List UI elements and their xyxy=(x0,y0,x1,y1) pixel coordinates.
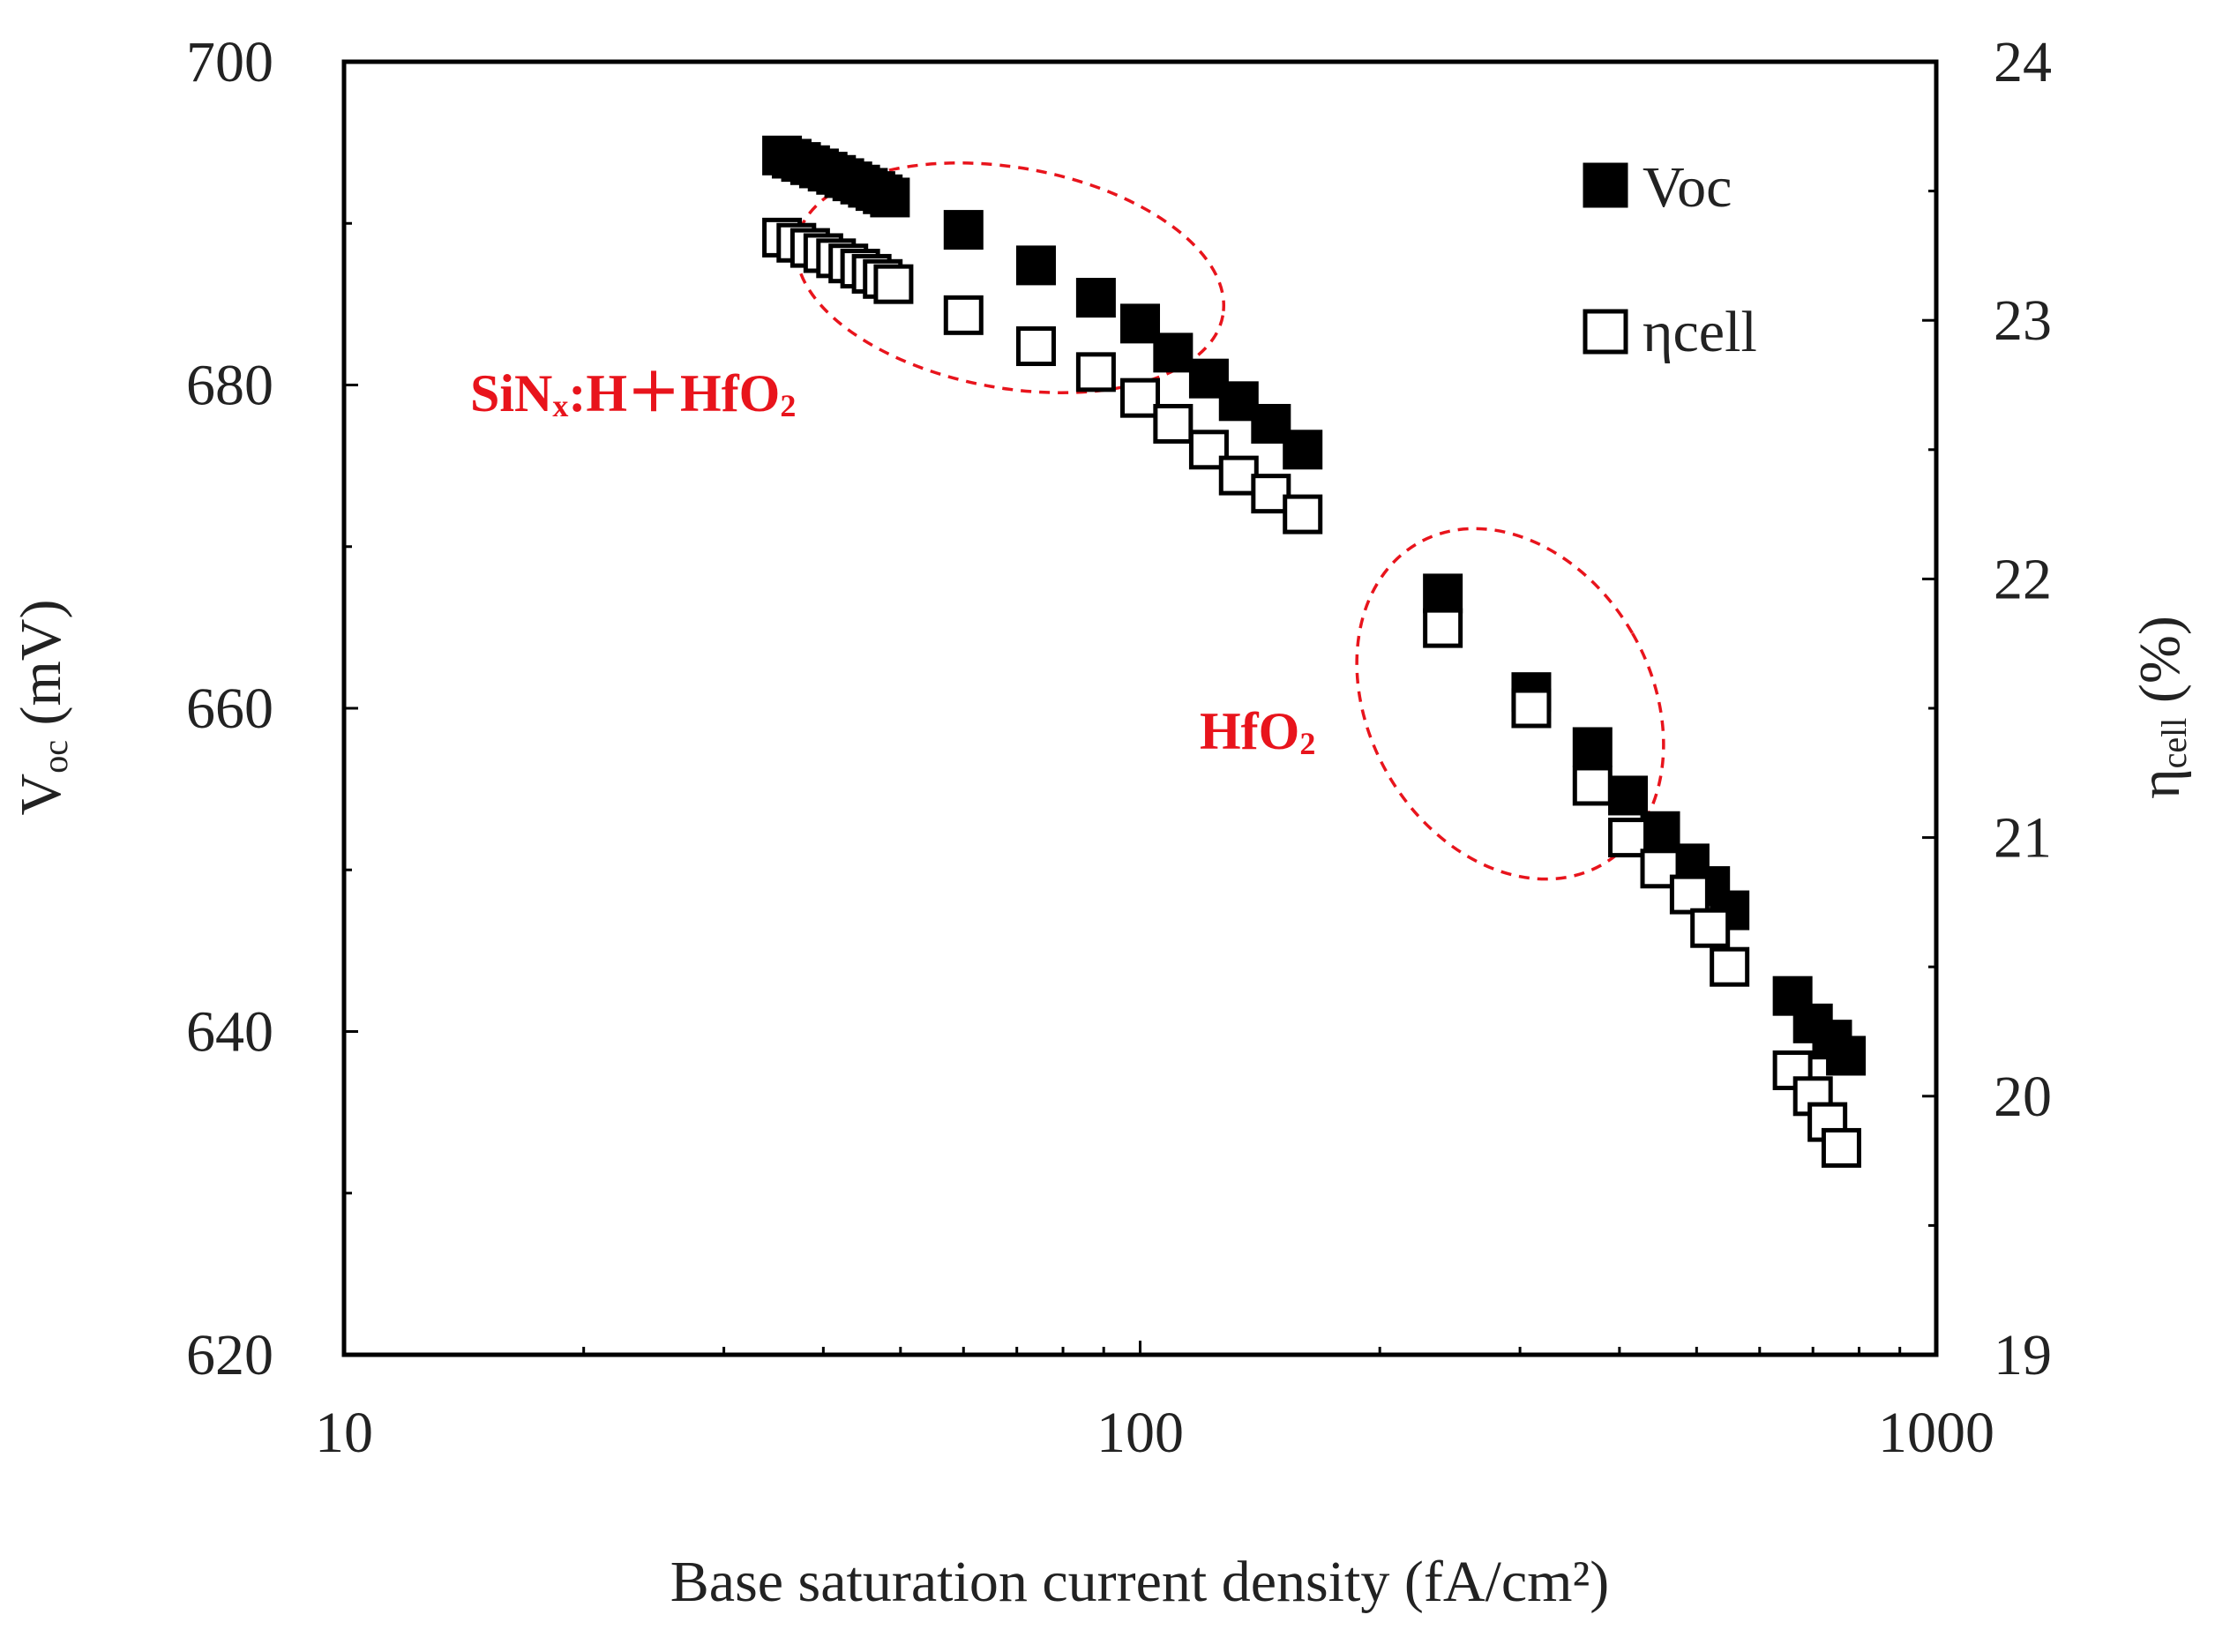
legend-marker-voc xyxy=(1583,162,1628,208)
y-left-tick-label: 680 xyxy=(186,354,273,418)
voc-point xyxy=(1153,333,1194,373)
voc-point xyxy=(1120,303,1160,344)
y-axis-right-title: ηcell (%) xyxy=(2128,616,2194,799)
voc-point xyxy=(1608,775,1649,816)
ncell-point xyxy=(1251,474,1291,514)
voc-point xyxy=(1015,245,1056,286)
voc-point xyxy=(1283,430,1323,470)
x-tick-label: 100 xyxy=(1096,1401,1184,1465)
y-right-tick-label: 22 xyxy=(1994,547,2052,611)
ncell-point xyxy=(1423,608,1463,648)
x-axis-title: Base saturation current density (fA/cm²) xyxy=(670,1550,1609,1614)
legend-label-ncell: ηcell xyxy=(1643,300,1757,364)
annotation-hfo2: HfO2 xyxy=(1200,702,1315,761)
ellipse-hfo2 xyxy=(1355,527,1665,881)
voc-point xyxy=(1772,976,1813,1016)
y-right-tick-label: 20 xyxy=(1994,1065,2052,1129)
y-right-tick-label: 21 xyxy=(1994,806,2052,871)
tick-labels: 10 100 1000 620 640 660 680 700 19 20 21 22 23 24 xyxy=(186,30,2052,1465)
y-axis-left-title: Voc (mV) xyxy=(9,600,75,816)
voc-point xyxy=(943,210,984,250)
ncell-point xyxy=(1283,494,1323,534)
annotation-sinx-hfo2: SiNx:H＋HfO2 xyxy=(470,364,796,423)
voc-point xyxy=(1826,1035,1867,1076)
ncell-point xyxy=(1821,1127,1861,1168)
ncell-point xyxy=(1188,430,1229,470)
x-tick-label: 1000 xyxy=(1878,1401,1994,1465)
legend-label-voc: Voc xyxy=(1643,155,1732,220)
ncell-point xyxy=(1015,326,1056,367)
ncell-point xyxy=(1669,874,1710,915)
y-left-tick-label: 620 xyxy=(186,1323,273,1387)
voc-point xyxy=(1572,727,1613,767)
voc-point xyxy=(870,177,910,218)
y-right-tick-label: 23 xyxy=(1994,288,2052,353)
legend: Voc ηcell xyxy=(1583,155,1757,364)
ncell-point xyxy=(1218,455,1259,496)
voc-point xyxy=(1075,278,1116,318)
voc-point xyxy=(1251,403,1291,444)
ncell-point xyxy=(1153,403,1194,444)
y-left-tick-label: 700 xyxy=(186,30,273,94)
ncell-point xyxy=(1608,818,1649,858)
y-left-tick-label: 640 xyxy=(186,1000,273,1065)
ncell-point xyxy=(1710,946,1750,987)
y-right-tick-label: 24 xyxy=(1994,30,2052,94)
ncell-point xyxy=(873,264,914,304)
data-points xyxy=(762,135,1867,1168)
ncell-point xyxy=(1075,352,1116,392)
y-left-tick-label: 660 xyxy=(186,676,273,741)
ncell-point xyxy=(1120,377,1160,418)
y-right-tick-label: 19 xyxy=(1994,1323,2052,1387)
x-tick-label: 10 xyxy=(315,1401,373,1465)
axis-ticks xyxy=(342,60,1936,1357)
voc-point xyxy=(1423,573,1463,614)
legend-marker-ncell xyxy=(1583,309,1628,355)
ncell-point xyxy=(1572,766,1613,806)
ncell-point xyxy=(943,295,984,335)
ncell-point xyxy=(1511,688,1552,729)
voc-point xyxy=(1218,381,1259,422)
ncell-point xyxy=(1690,908,1731,948)
